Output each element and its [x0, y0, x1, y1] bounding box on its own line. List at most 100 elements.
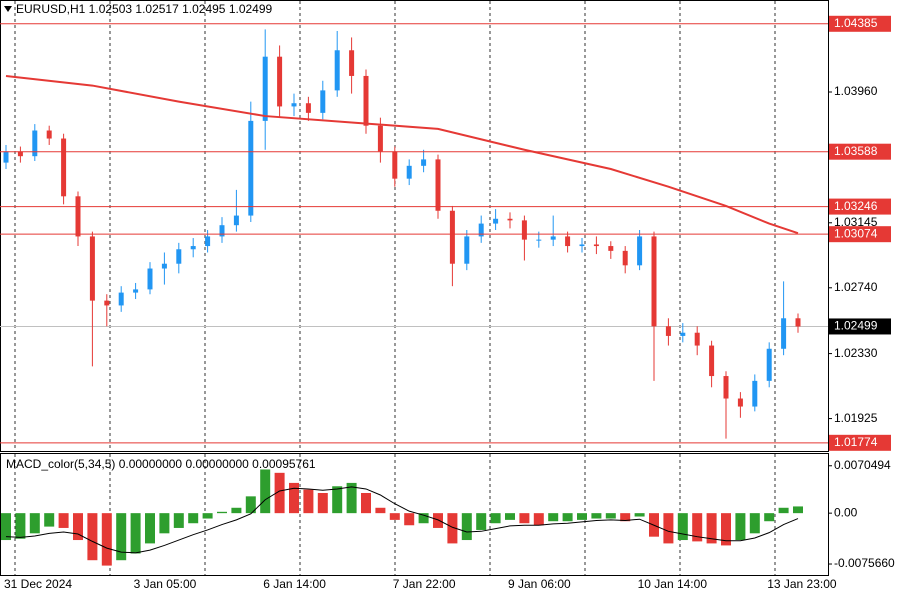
- candle-body: [579, 244, 585, 247]
- y-tick-label: 1.02740: [834, 280, 878, 294]
- macd-bar: [476, 513, 487, 530]
- candle-body: [680, 332, 686, 336]
- moving-average: [5, 74, 799, 235]
- candle-body: [133, 289, 139, 293]
- y-tick-label: 1.03145: [834, 215, 878, 229]
- current-price-label: 1.02499: [834, 319, 878, 333]
- price-frame: [0, 0, 829, 452]
- macd-bar: [332, 486, 343, 514]
- macd-bar: [634, 513, 645, 517]
- level-label: 1.04385: [834, 16, 878, 30]
- macd-bar: [749, 513, 760, 534]
- candle-body: [219, 225, 225, 237]
- macd-bar: [433, 513, 443, 528]
- macd-bar: [375, 507, 386, 514]
- candle-body: [176, 249, 182, 264]
- current-price-box: [829, 318, 891, 335]
- macd-bar: [145, 513, 155, 544]
- candle-body: [435, 159, 441, 211]
- macd-bar: [44, 513, 55, 527]
- x-tick-label: 13 Jan 23:00: [767, 577, 837, 591]
- y-tick-label: 0.0070494: [834, 458, 891, 472]
- x-tick-label: 9 Jan 06:00: [508, 577, 571, 591]
- menu-arrow[interactable]: [4, 6, 12, 12]
- macd-bar: [677, 513, 688, 541]
- y-tick-label: 0.00: [834, 505, 858, 519]
- macd-bar: [303, 489, 314, 514]
- x-tick-label: 6 Jan 14:00: [263, 577, 326, 591]
- candle-body: [89, 236, 95, 301]
- macd-bar: [260, 469, 271, 514]
- candle-body: [464, 236, 470, 264]
- candle-body: [550, 236, 556, 240]
- candle-body: [3, 151, 9, 163]
- candle-body: [665, 326, 671, 336]
- macd-bar: [188, 513, 199, 524]
- macd-bar: [346, 482, 357, 514]
- candle-body: [507, 218, 513, 221]
- macd-bar: [577, 513, 587, 520]
- level-label-box: [829, 434, 891, 451]
- macd-bar: [505, 513, 515, 520]
- candle-body: [694, 332, 700, 346]
- macd-bar: [274, 472, 285, 514]
- level-label-box: [829, 226, 891, 243]
- macd-bar: [217, 511, 227, 514]
- candle-body: [305, 103, 311, 113]
- candle-body: [262, 56, 268, 121]
- candle-body: [61, 138, 67, 197]
- macd-bar: [87, 513, 98, 561]
- macd-bar: [245, 496, 256, 514]
- macd-bar: [389, 513, 400, 520]
- macd-bar: [605, 513, 616, 519]
- candle-body: [593, 244, 599, 247]
- macd-bar: [418, 513, 429, 524]
- candle-body: [147, 268, 153, 290]
- level-label-box: [829, 143, 891, 160]
- candle-body: [709, 345, 715, 377]
- macd-bar: [116, 513, 127, 561]
- level-label: 1.03246: [834, 199, 878, 213]
- macd-bar: [73, 513, 83, 541]
- macd-bar: [202, 513, 213, 519]
- candle-body: [363, 75, 369, 126]
- level-label: 1.03588: [834, 144, 878, 158]
- candle-body: [104, 300, 110, 306]
- macd-bar: [101, 513, 112, 566]
- macd-bar: [764, 513, 775, 522]
- macd-header: MACD_color(5,34,5) 0.00000000 0.00000000…: [6, 457, 316, 471]
- candle-body: [521, 220, 527, 240]
- y-tick-label: 1.03960: [834, 84, 878, 98]
- candle-body: [392, 151, 398, 179]
- macd-bar: [159, 513, 170, 534]
- candle-body: [334, 50, 340, 91]
- y-tick-label: 1.01925: [834, 411, 878, 425]
- macd-bar: [692, 513, 703, 542]
- candle-body: [406, 165, 412, 179]
- candle-body: [565, 236, 571, 247]
- candle-body: [32, 130, 38, 157]
- macd-bar: [58, 513, 69, 528]
- candle-body: [608, 246, 614, 251]
- macd-bar: [289, 482, 299, 514]
- candle-body: [248, 120, 254, 216]
- level-label: 1.03074: [834, 226, 878, 240]
- macd-bar: [778, 507, 789, 514]
- macd-bar: [317, 492, 328, 514]
- candle-body: [17, 151, 23, 157]
- candle-body: [795, 318, 801, 327]
- candle-body: [277, 56, 283, 107]
- candle-body: [421, 159, 427, 166]
- x-tick-label: 7 Jan 22:00: [393, 577, 456, 591]
- x-tick-label: 3 Jan 05:00: [134, 577, 197, 591]
- level-label: 1.01774: [834, 435, 878, 449]
- candle-body: [752, 380, 758, 407]
- level-label-box: [829, 198, 891, 215]
- symbol-header: EURUSD,H1 1.02503 1.02517 1.02495 1.0249…: [16, 2, 273, 16]
- macd-bar: [793, 506, 803, 514]
- x-tick-label: 31 Dec 2024: [4, 577, 72, 591]
- candle-body: [46, 130, 52, 139]
- y-tick-label: -0.0075660: [834, 556, 895, 570]
